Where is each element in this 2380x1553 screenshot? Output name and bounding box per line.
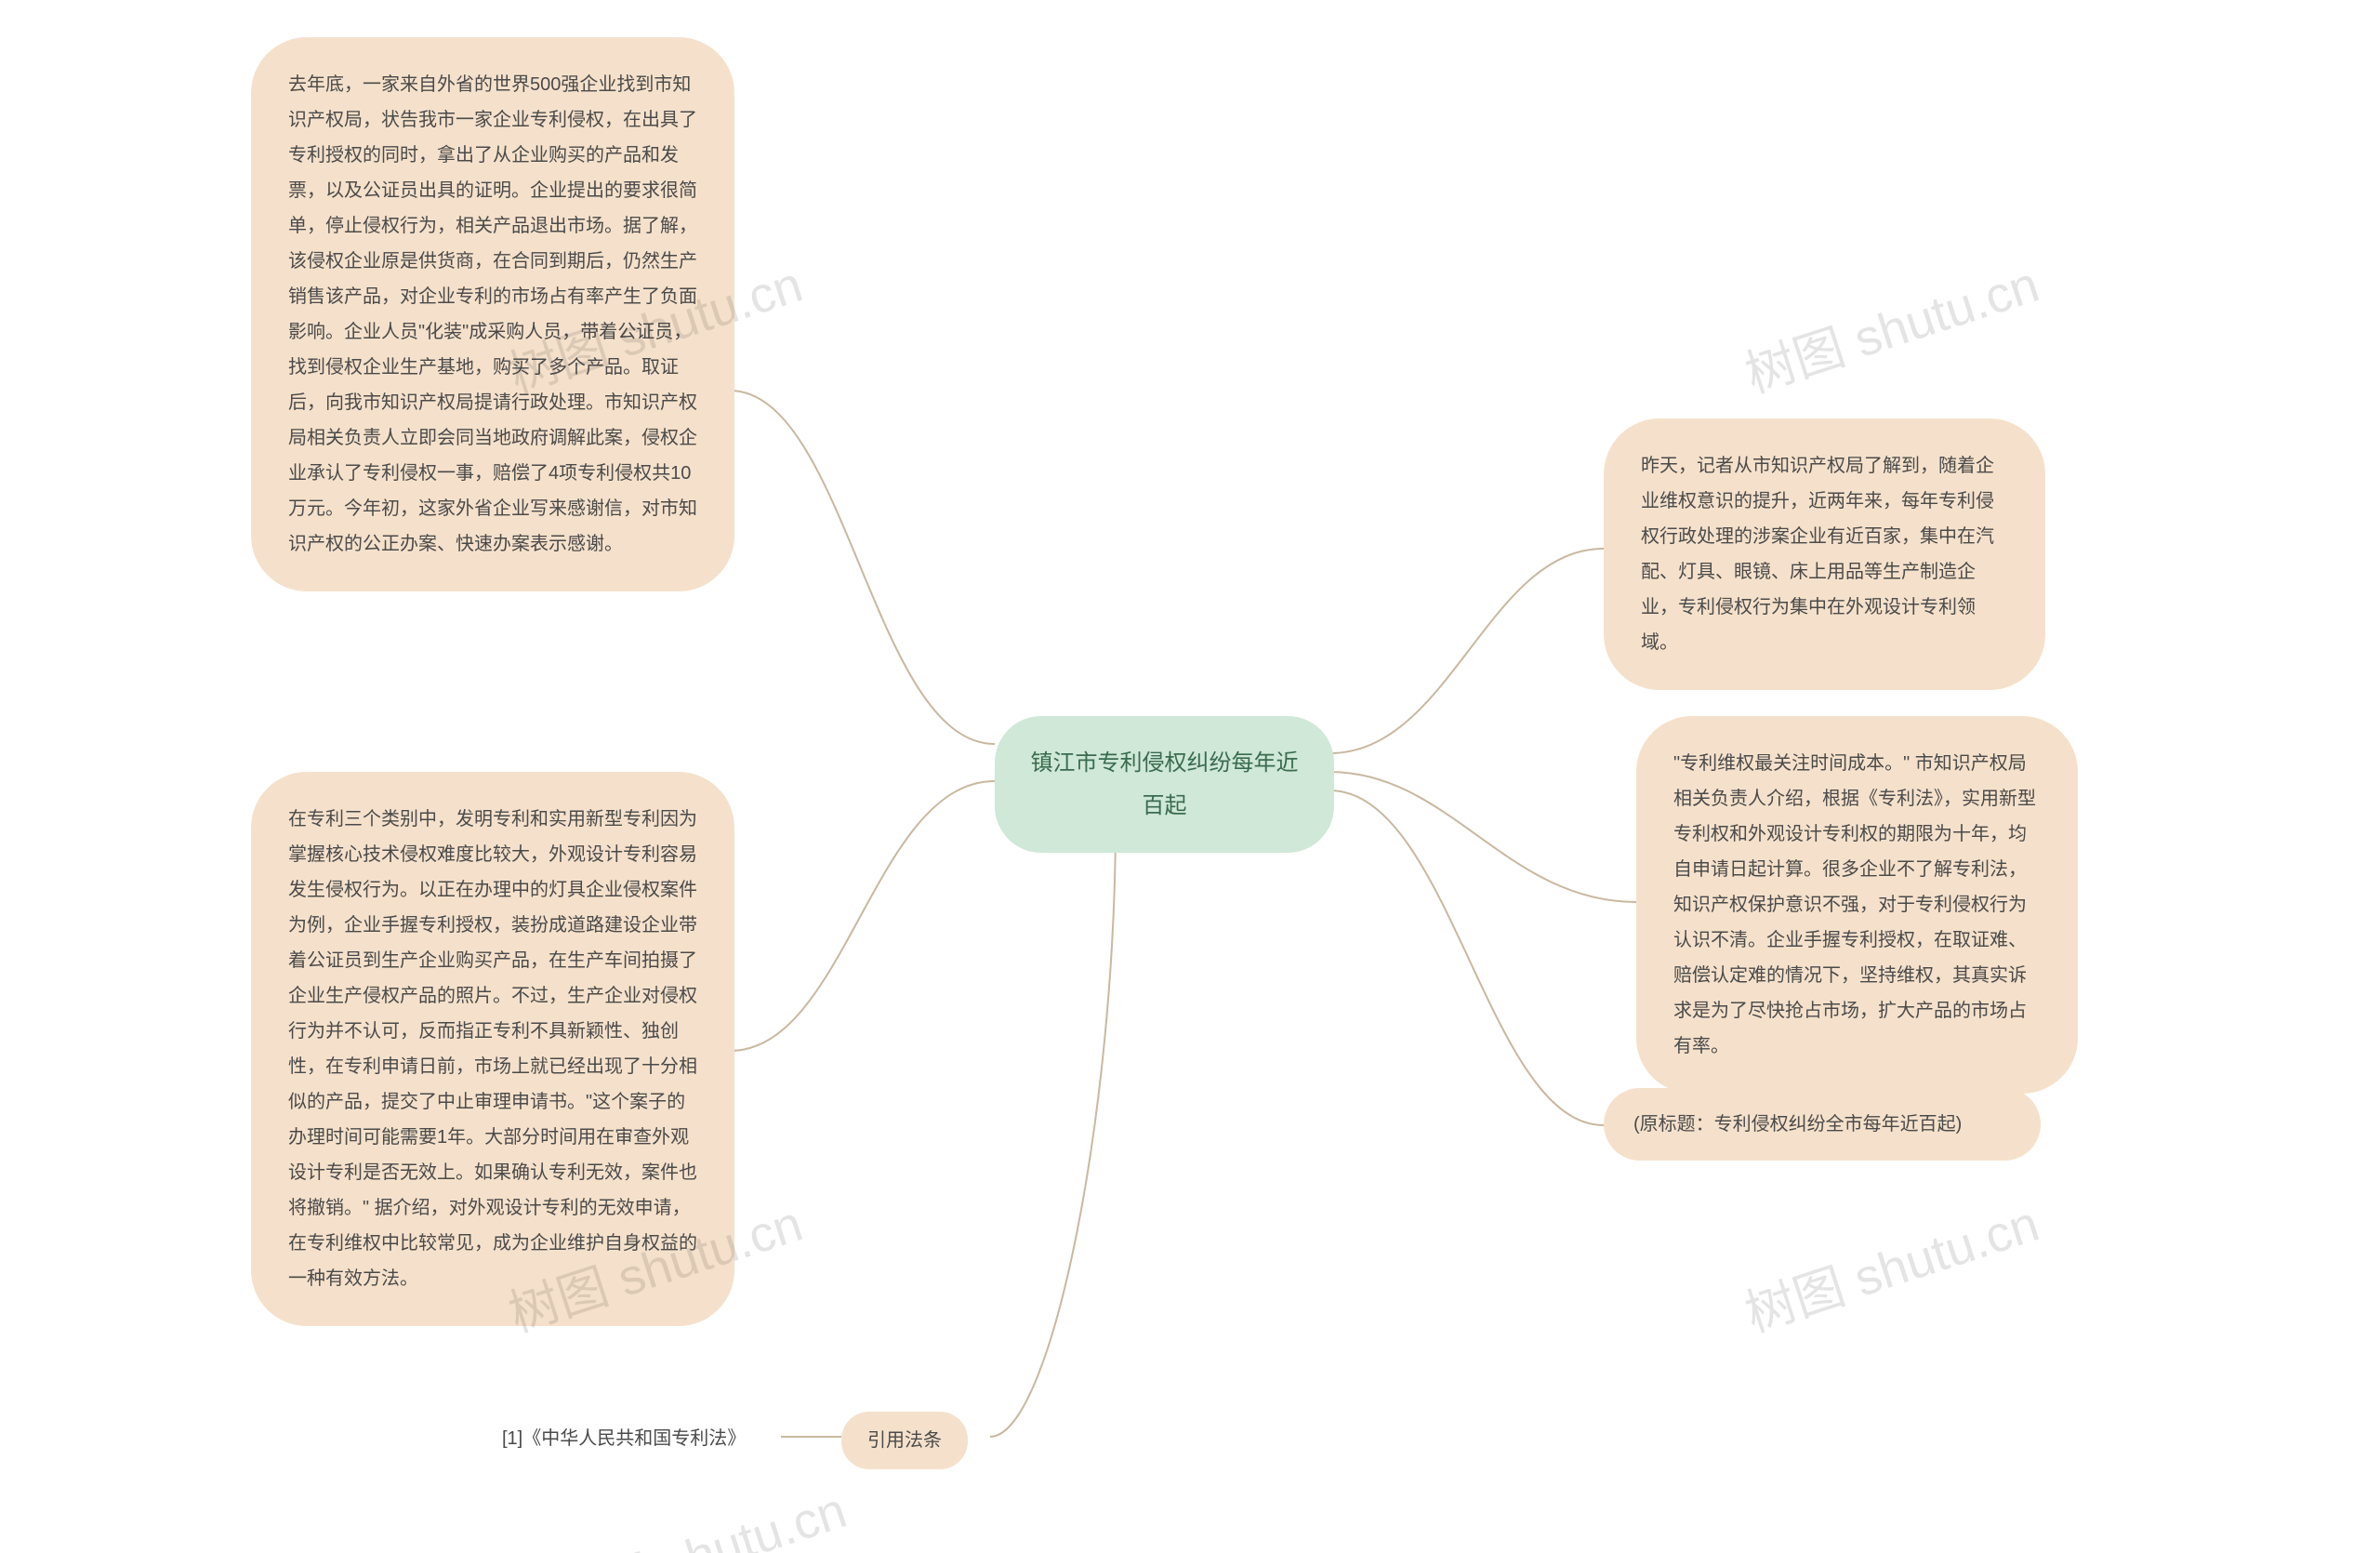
right1-text: 昨天，记者从市知识产权局了解到，随着企业维权意识的提升，近两年来，每年专利侵权行… [1641,456,1994,653]
left-node-1: 去年底，一家来自外省的世界500强企业找到市知识产权局，状告我市一家企业专利侵权… [251,37,734,591]
right-node-3: (原标题：专利侵权纠纷全市每年近百起) [1604,1088,2041,1161]
watermark: 图 shutu.cn [589,1469,853,1553]
watermark: 树图 shutu.cn [1735,243,2047,406]
left-node-2: 在专利三个类别中，发明专利和实用新型专利因为掌握核心技术侵权难度比较大，外观设计… [251,772,734,1326]
bottom-label-node: 引用法条 [841,1412,968,1469]
right3-text: (原标题：专利侵权纠纷全市每年近百起) [1633,1114,1962,1135]
center-node: 镇江市专利侵权纠纷每年近百起 [995,716,1334,853]
watermark: 树图 shutu.cn [1735,1182,2047,1346]
right-node-1: 昨天，记者从市知识产权局了解到，随着企业维权意识的提升，近两年来，每年专利侵权行… [1604,418,2045,690]
left1-text: 去年底，一家来自外省的世界500强企业找到市知识产权局，状告我市一家企业专利侵权… [288,74,697,554]
bottom-label: 引用法条 [867,1430,942,1451]
right-node-2: "专利维权最关注时间成本。" 市知识产权局相关负责人介绍，根据《专利法》，实用新… [1636,716,2078,1094]
bottom-ref: [1]《中华人民共和国专利法》 [502,1423,746,1450]
left2-text: 在专利三个类别中，发明专利和实用新型专利因为掌握核心技术侵权难度比较大，外观设计… [288,809,697,1289]
center-text: 镇江市专利侵权纠纷每年近百起 [1031,750,1299,818]
bottom-ref-text: [1]《中华人民共和国专利法》 [502,1428,746,1449]
right2-text: "专利维权最关注时间成本。" 市知识产权局相关负责人介绍，根据《专利法》，实用新… [1673,753,2036,1056]
